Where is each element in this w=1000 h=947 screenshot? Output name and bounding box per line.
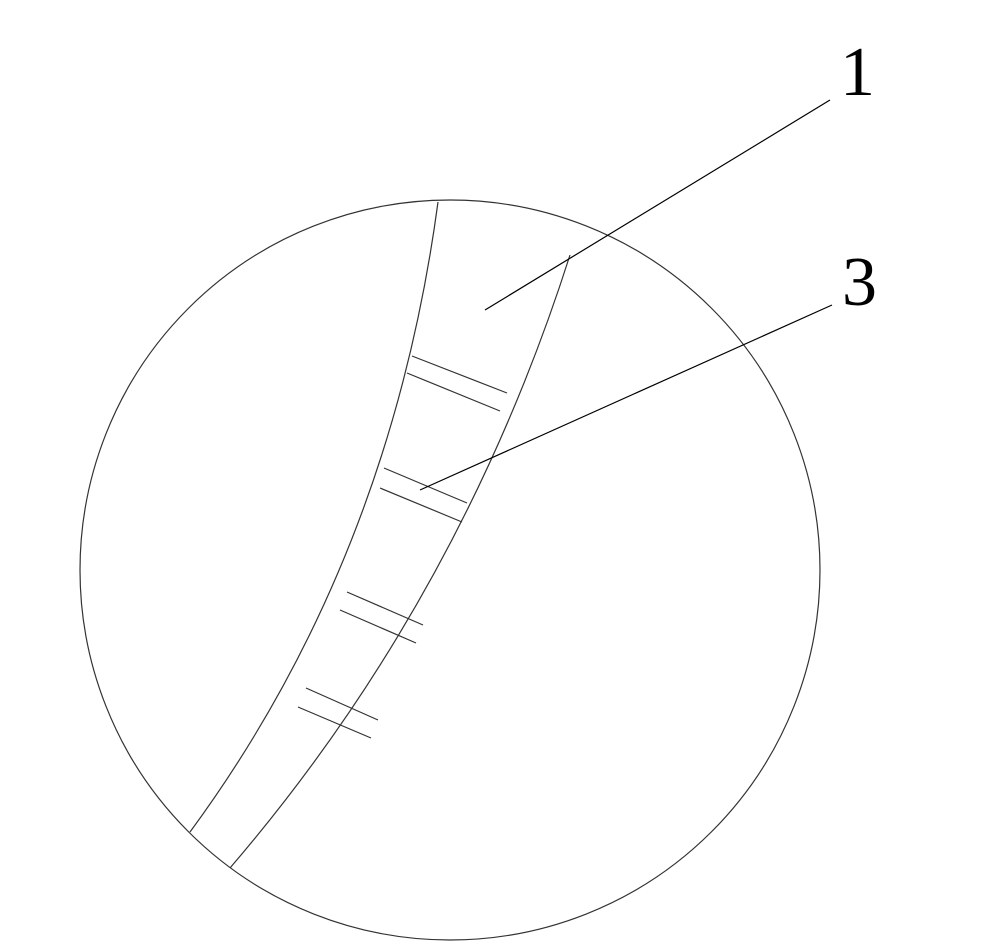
band-right-edge [230,255,570,868]
band-cross-line [407,373,500,411]
band-cross-line [347,592,423,625]
label-1: 1 [840,34,875,111]
label-3-leader [420,305,832,490]
band-cross-line [380,488,462,522]
band-cross-line [384,468,467,503]
detail-circle [80,200,820,940]
band-left-edge [190,202,438,832]
label-3: 3 [842,244,877,321]
label-1-leader [485,100,830,310]
band-cross-line [340,610,416,643]
band-cross-line [412,356,507,393]
